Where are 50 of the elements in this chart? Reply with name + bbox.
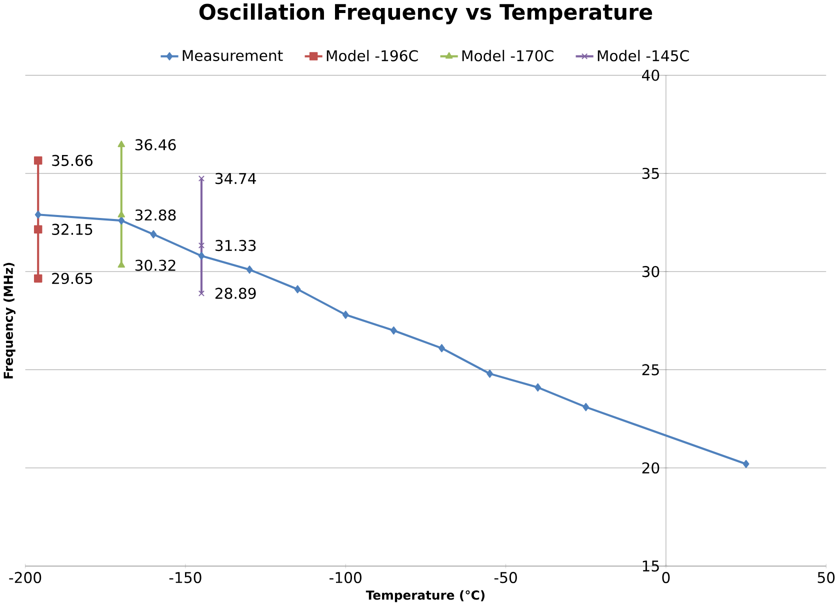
y-tick-label: 40 (642, 70, 660, 82)
point (150, 230, 157, 239)
point (198, 242, 205, 249)
point (118, 216, 125, 225)
x-tick-label: -100 (330, 572, 362, 584)
point (486, 370, 493, 378)
y-tick-label: 20 (642, 462, 660, 474)
point (34, 210, 42, 219)
data-label: 30.32 (135, 260, 176, 272)
legend-label: Model -170C (462, 50, 554, 62)
y-tick-label: 30 (642, 266, 660, 278)
y-tick-label: 35 (642, 168, 659, 180)
data-label: 31.33 (216, 240, 256, 252)
data-label: 32.88 (135, 210, 176, 221)
data-label: 28.89 (215, 288, 256, 300)
point (534, 384, 542, 392)
point (34, 225, 42, 234)
x-tick-label: -200 (9, 572, 42, 584)
point (742, 460, 750, 468)
point (198, 290, 205, 297)
data-label: 35.66 (52, 155, 92, 166)
point (582, 403, 590, 412)
point (438, 344, 445, 352)
point (198, 176, 205, 182)
y-tick-label: 15 (642, 560, 659, 572)
x-tick-label: -150 (169, 572, 202, 584)
y-tick-label: 25 (642, 364, 659, 376)
point (118, 211, 126, 218)
data-label: 29.65 (52, 273, 92, 284)
x-tick-label: 0 (662, 572, 670, 584)
point (34, 274, 42, 283)
x-axis-title: Temperature (°C) (366, 590, 484, 602)
legend-label: Model -196C (326, 50, 418, 62)
x-tick-label: 50 (818, 572, 835, 584)
point (118, 140, 126, 148)
point (198, 252, 205, 260)
x-tick-label: -50 (494, 572, 517, 584)
y-axis-title: Frequency (MHz) (3, 263, 16, 379)
chart-title: Oscillation Frequency vs Temperature (199, 4, 652, 24)
data-label: 32.15 (52, 224, 92, 236)
data-label: 36.46 (135, 139, 176, 151)
point (294, 285, 301, 294)
legend-label: Model -145C (598, 50, 689, 62)
point (342, 310, 349, 320)
point (390, 326, 397, 335)
point (246, 266, 253, 274)
point (118, 261, 126, 268)
data-label: 34.74 (216, 173, 256, 184)
legend-label: Measurement (182, 50, 283, 62)
point (34, 156, 42, 165)
